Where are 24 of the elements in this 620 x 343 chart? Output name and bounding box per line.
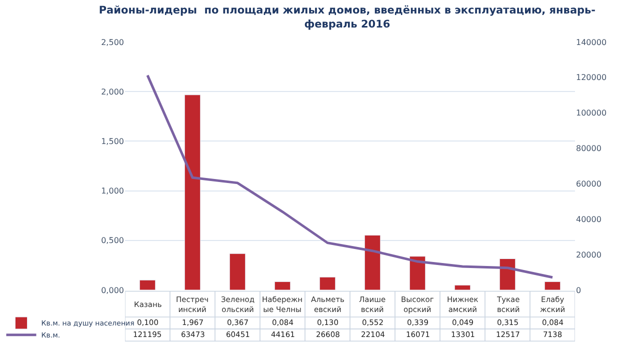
chart-title: Районы-лидеры по площади жилых домов, введённых в эксплуатацию, январь- февраль 2016 — [98, 4, 596, 30]
y2-tick-label: 120000 — [576, 73, 607, 82]
bar — [499, 258, 516, 290]
bar — [229, 253, 246, 290]
y2-tick-label: 100000 — [576, 108, 607, 118]
bar — [409, 256, 426, 290]
y-tick-label: 1,000 — [101, 186, 124, 196]
line-series — [146, 74, 554, 279]
y2-tick-label: 40000 — [576, 214, 602, 224]
y-tick-label: 1,500 — [101, 137, 124, 146]
y-tick-label: 2,500 — [101, 38, 124, 47]
bar — [454, 284, 471, 290]
y-tick-label: 0,500 — [101, 236, 124, 246]
bar — [274, 281, 291, 290]
bar — [319, 276, 336, 290]
bar — [544, 281, 561, 290]
y2-tick-label: 20000 — [576, 250, 602, 260]
y2-tick-label: 0 — [576, 286, 582, 295]
y2-tick-label: 80000 — [576, 144, 602, 154]
y2-tick-label: 60000 — [576, 180, 602, 189]
y-tick-label: 2,000 — [101, 87, 124, 96]
y-tick-label: 0,000 — [101, 286, 124, 295]
bar — [139, 280, 156, 290]
y2-tick-label: 140000 — [576, 38, 607, 47]
